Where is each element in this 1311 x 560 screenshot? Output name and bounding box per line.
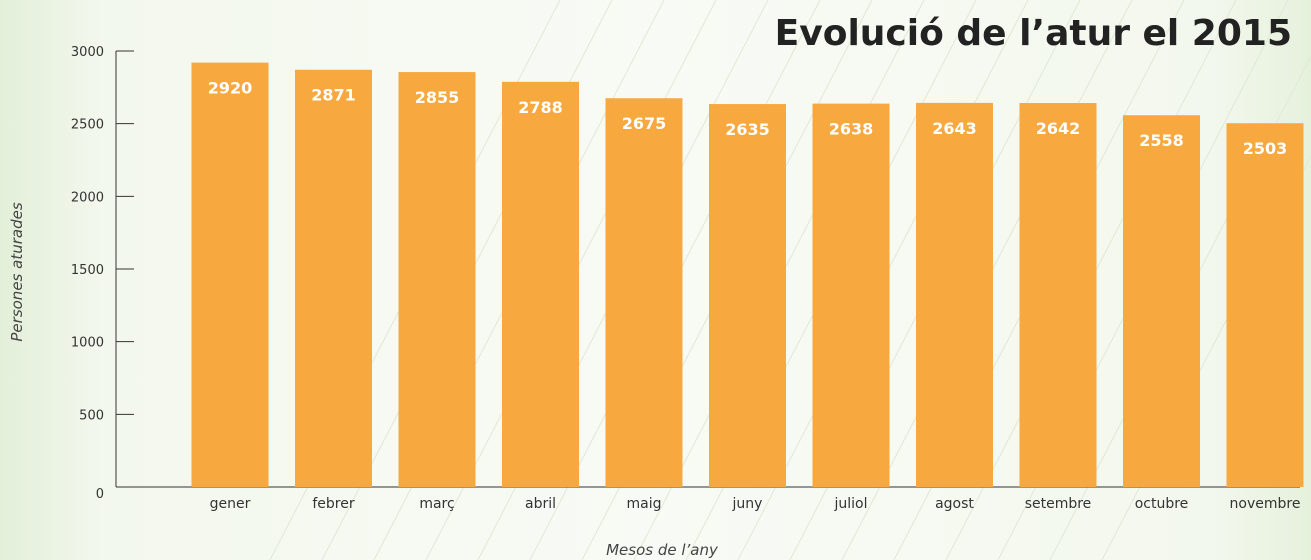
bar: [709, 104, 786, 488]
bar-value-label: 2855: [415, 88, 460, 107]
bar-value-label: 2642: [1036, 119, 1081, 138]
bar: [295, 69, 372, 488]
bar-value-label: 2635: [725, 120, 770, 139]
bar-value-label: 2558: [1139, 131, 1184, 150]
x-axis-title: Mesos de l’any: [606, 541, 719, 559]
bar: [398, 72, 476, 487]
x-category-label: octubre: [1135, 496, 1189, 512]
y-tick-label: 2000: [71, 190, 104, 205]
y-tick-label: 2500: [71, 118, 104, 133]
x-axis-labels: gener febrer març abril maig juny juliol agost s…: [210, 496, 1301, 512]
bar: [1019, 103, 1097, 488]
x-category-label: juny: [732, 496, 763, 512]
bar: [916, 102, 993, 487]
bar-value-label: 2920: [208, 79, 253, 98]
bar: [1123, 115, 1200, 487]
x-category-label: juliol: [834, 496, 868, 512]
bar-value-label: 2675: [622, 114, 667, 133]
bar: [1226, 123, 1304, 488]
y-axis-title: Persones aturades: [8, 202, 26, 341]
x-category-label: març: [419, 496, 454, 512]
x-category-label: agost: [935, 496, 974, 512]
y-tick-label: 500: [79, 408, 104, 423]
bar: [812, 103, 890, 488]
bar-value-label: 2788: [518, 98, 563, 117]
x-category-label: maig: [627, 496, 662, 512]
bar-value-label: 2503: [1243, 139, 1288, 158]
y-axis: 0 500 1000 1500 2000 2500 3000: [71, 45, 1300, 502]
bar-value-label: 2638: [829, 120, 874, 139]
y-tick-label: 1000: [71, 336, 104, 351]
y-tick-label: 1500: [71, 263, 104, 278]
bar-value-label: 2871: [311, 86, 356, 105]
bar: [191, 62, 269, 487]
y-tick-label: 3000: [71, 45, 104, 60]
chart-title: Evolució de l’atur el 2015: [775, 13, 1292, 54]
x-category-label: abril: [525, 496, 556, 512]
y-tick-label: 0: [96, 487, 104, 502]
x-category-label: febrer: [312, 496, 354, 512]
bars-group: 2920 2871 2855 2788 2675 2635 2638 2643 2642 2558…: [191, 62, 1304, 488]
bar: [502, 81, 579, 487]
x-category-label: novembre: [1230, 496, 1301, 512]
x-category-label: setembre: [1025, 496, 1092, 512]
bar: [605, 98, 683, 487]
x-category-label: gener: [210, 496, 251, 512]
bar-value-label: 2643: [932, 119, 977, 138]
